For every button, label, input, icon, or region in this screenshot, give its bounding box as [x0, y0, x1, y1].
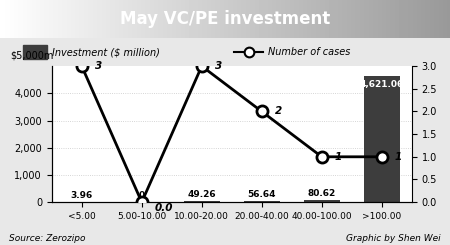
Text: 1: 1 [335, 152, 342, 162]
Text: 3: 3 [215, 61, 222, 71]
Text: 49.26: 49.26 [188, 190, 216, 199]
Text: May VC/PE investment: May VC/PE investment [120, 10, 330, 28]
Text: 3.96: 3.96 [71, 191, 93, 200]
Text: Source: Zerozipo: Source: Zerozipo [9, 233, 86, 243]
Bar [244, 201, 280, 202]
Text: Graphic by Shen Wei: Graphic by Shen Wei [346, 233, 441, 243]
Text: 1: 1 [395, 152, 402, 162]
Text: Investment ($ million): Investment ($ million) [52, 47, 160, 57]
Text: 4,621.06: 4,621.06 [360, 80, 404, 89]
Text: $5,000m: $5,000m [10, 51, 54, 61]
Text: 80.62: 80.62 [308, 189, 336, 198]
Text: 56.64: 56.64 [248, 190, 276, 199]
Text: 0: 0 [139, 192, 145, 200]
Text: 2: 2 [275, 107, 282, 116]
Bar [364, 76, 400, 202]
Bar [22, 45, 47, 59]
Text: 3: 3 [95, 61, 102, 71]
Bar [184, 201, 220, 202]
Text: Number of cases: Number of cases [268, 47, 350, 57]
Text: 0.0: 0.0 [155, 203, 173, 213]
Bar [304, 200, 340, 202]
